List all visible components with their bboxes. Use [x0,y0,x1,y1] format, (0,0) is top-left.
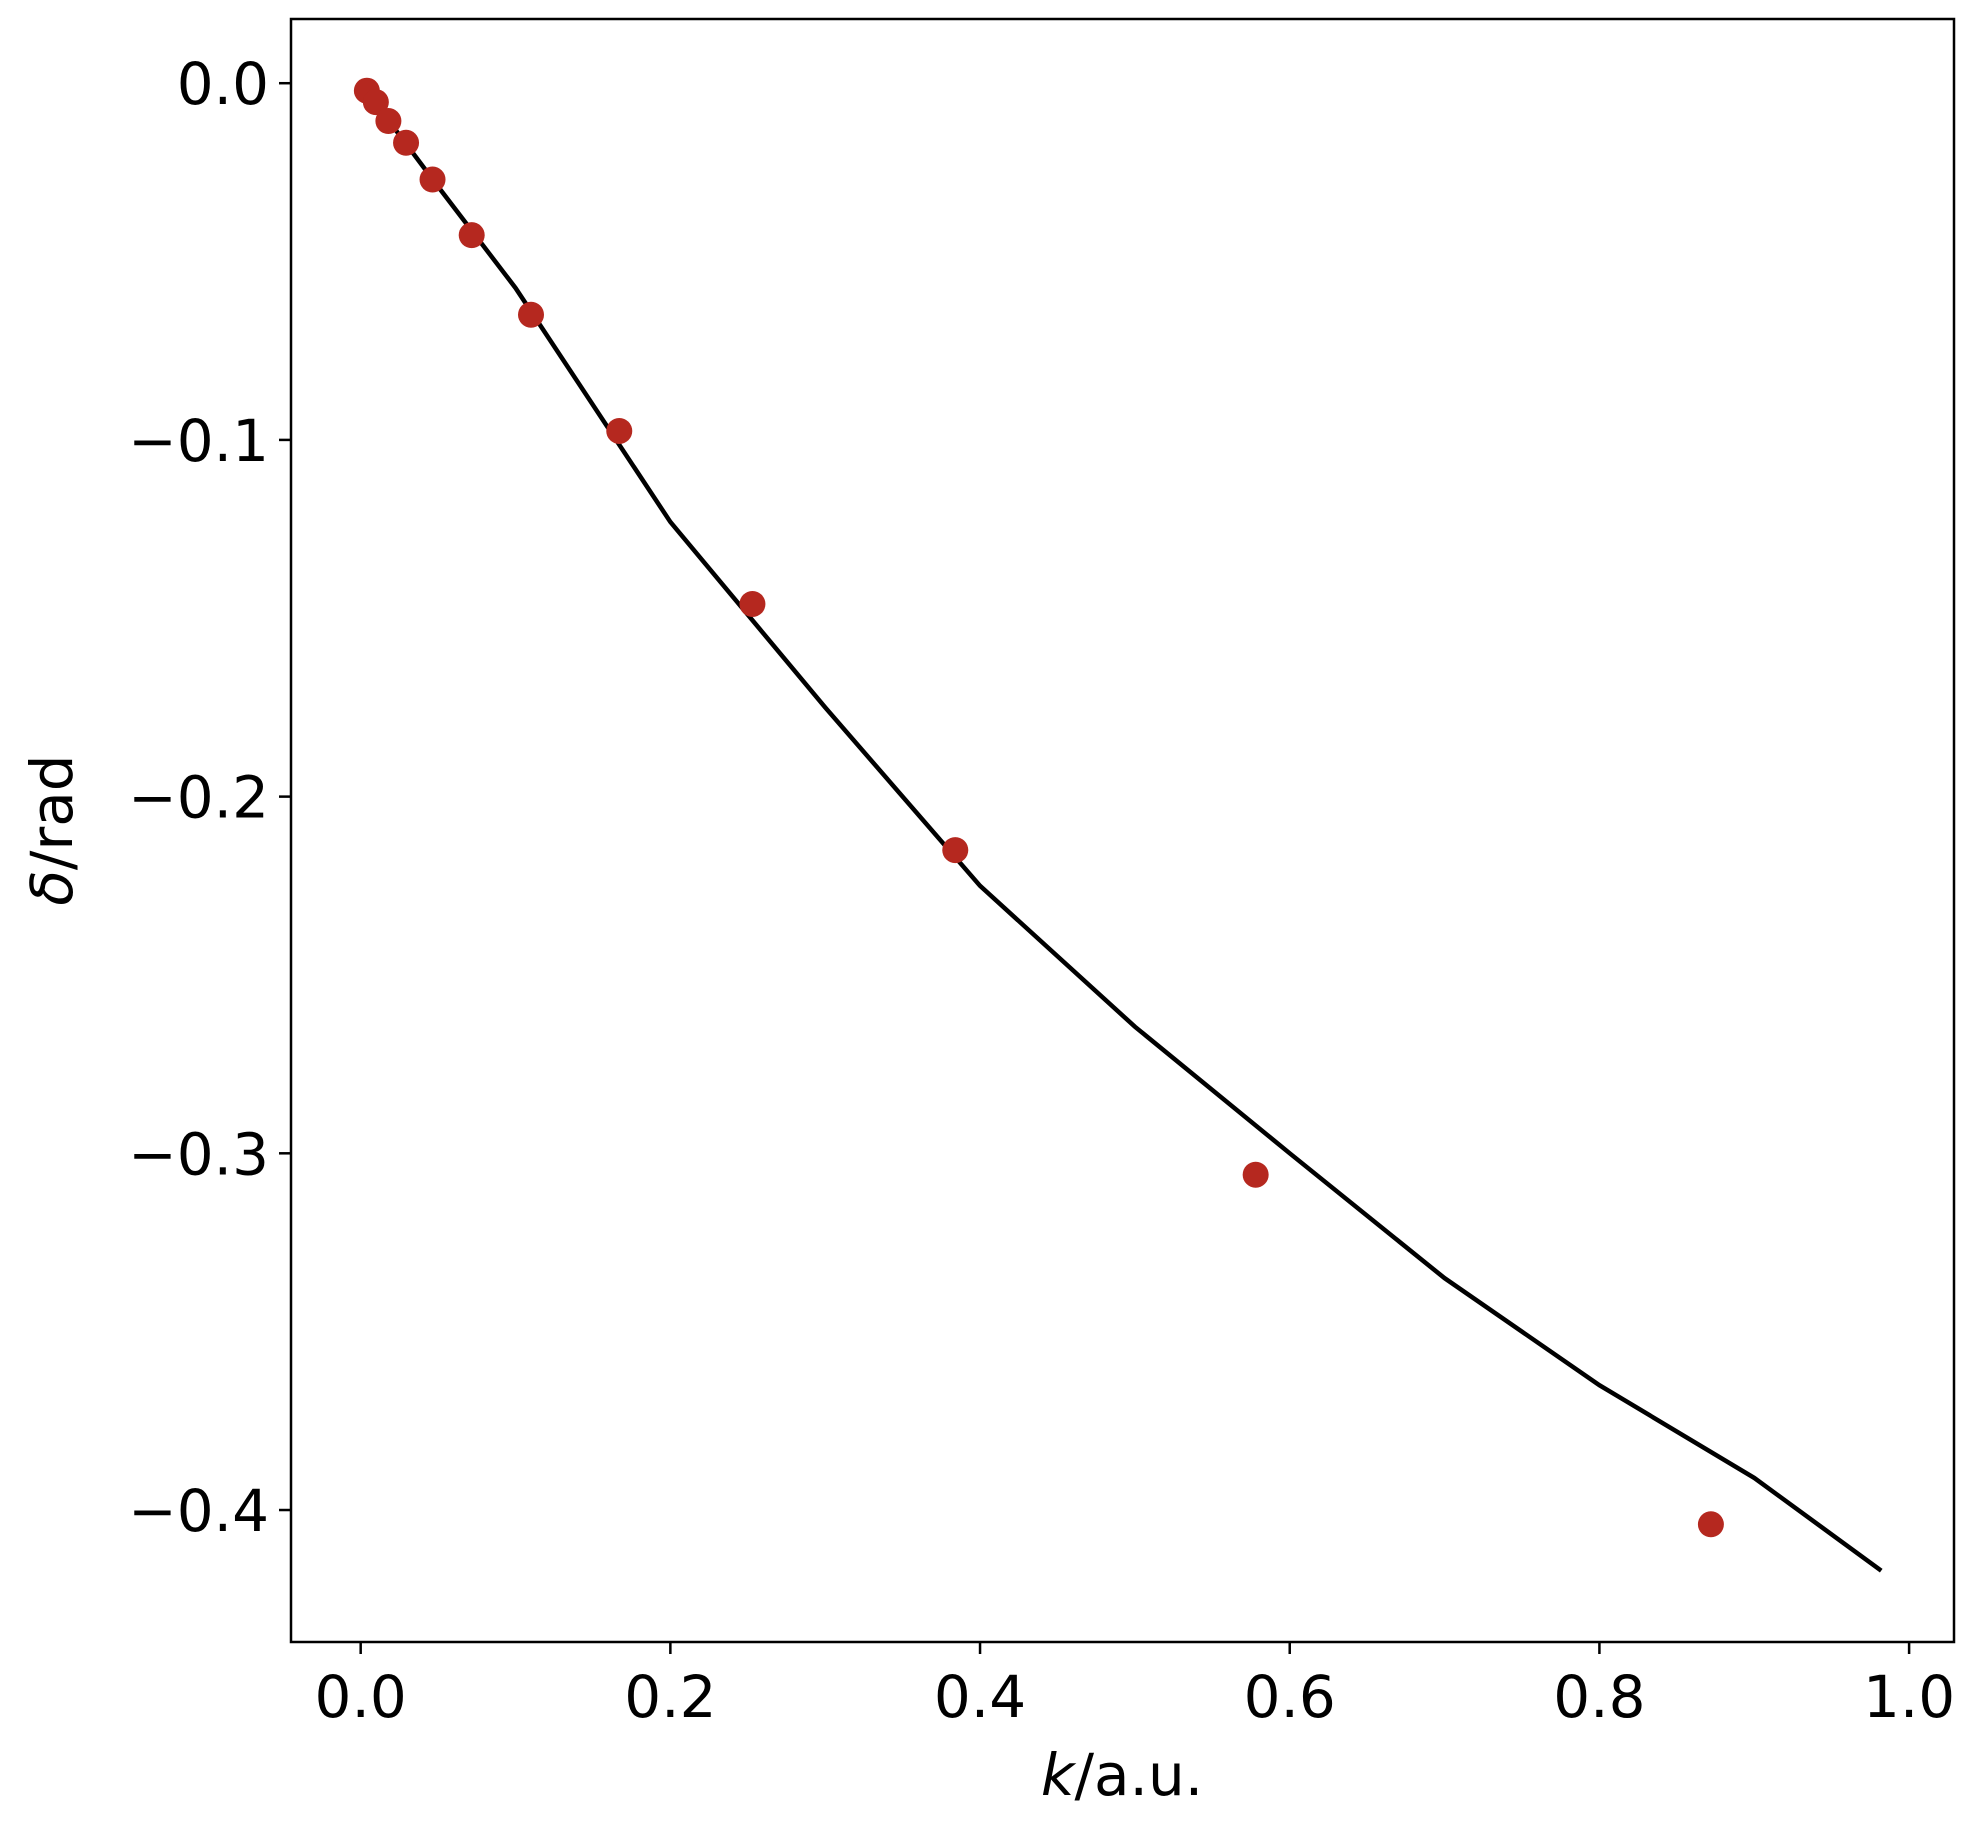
x-tick-label: 0.0 [315,1663,407,1731]
x-label-symbol: k [1041,1741,1077,1809]
data-point [393,129,420,156]
fit-line [358,81,1883,1573]
data-point [458,222,485,249]
x-tick-label: 0.8 [1553,1663,1645,1731]
data-point [362,89,389,116]
x-tick-label: 1.0 [1863,1663,1955,1731]
y-label-unit: /rad [18,754,86,870]
data-point [942,837,969,864]
data-point [419,166,446,193]
x-tick-label: 0.2 [624,1663,716,1731]
x-tick-label: 0.4 [934,1663,1026,1731]
data-point [518,301,545,328]
y-tick-label: −0.4 [128,1477,269,1545]
y-axis-label: δ/rad [18,754,86,905]
data-point [1242,1161,1269,1188]
x-tick-label: 0.6 [1244,1663,1336,1731]
y-tick-label: −0.2 [128,764,269,832]
data-point [739,590,766,617]
y-tick-label: 0.0 [177,50,269,118]
data-point [375,108,402,135]
y-label-symbol: δ [18,870,86,906]
y-tick-label: −0.1 [128,407,269,475]
data-point [1697,1511,1724,1538]
x-axis-label: k/a.u. [1041,1741,1203,1809]
plot-frame [289,17,1956,1644]
data-point [606,417,633,444]
y-tick-label: −0.3 [128,1120,269,1188]
x-label-unit: /a.u. [1074,1741,1203,1809]
